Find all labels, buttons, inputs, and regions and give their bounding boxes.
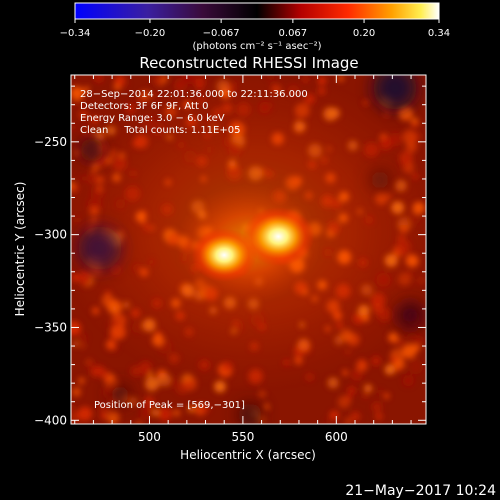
bright-sources: [71, 75, 426, 393]
colorbar-label: (photons cm⁻² s⁻¹ asec⁻²): [192, 41, 321, 52]
colorbar-gradient: [74, 2, 440, 20]
texture-speckle: [144, 377, 159, 392]
texture-speckle: [151, 75, 164, 86]
texture-speckle: [327, 377, 339, 389]
texture-speckle: [412, 343, 421, 352]
texture-speckle: [94, 75, 104, 83]
annotation-clean-counts: Clean Total counts: 1.11E+05: [80, 125, 240, 136]
colorbar-tick-label: −0.20: [135, 28, 166, 39]
texture-speckle: [106, 410, 120, 424]
chart-title: Reconstructed RHESSI Image: [139, 54, 358, 72]
texture-speckle: [78, 377, 85, 385]
y-tick-label: −300: [34, 228, 67, 242]
texture-speckle: [347, 386, 356, 395]
colorbar: −0.34 −0.20 −0.067 0.067 0.20 0.34 (photons c…: [60, 2, 450, 52]
x-tick-label: 500: [138, 430, 161, 444]
texture-speckle: [71, 321, 81, 336]
texture-speckle: [81, 125, 94, 138]
texture-speckle: [71, 404, 75, 411]
texture-speckle: [394, 358, 405, 370]
texture-speckle: [371, 356, 382, 366]
texture-speckle: [362, 392, 369, 399]
texture-speckle: [398, 105, 413, 121]
texture-speckle: [173, 409, 181, 417]
annotation-time-range: 28−Sep−2014 22:01:36.000 to 22:11:36.000: [80, 89, 308, 100]
annotation-peak-position: Position of Peak = [569,−301]: [94, 400, 245, 411]
negative-region: [110, 385, 130, 405]
texture-speckle: [71, 86, 84, 101]
texture-speckle: [350, 368, 363, 381]
texture-speckle: [90, 115, 100, 125]
annotation-detectors: Detectors: 3F 6F 9F, Att 0: [80, 101, 208, 112]
x-tick-label: 550: [231, 430, 254, 444]
texture-speckle: [79, 333, 87, 342]
texture-speckle: [158, 407, 172, 422]
texture-speckle: [384, 364, 396, 375]
y-tick-label: −400: [34, 413, 67, 427]
texture-speckle: [71, 387, 82, 397]
texture-speckle: [383, 393, 390, 399]
texture-speckle: [325, 417, 334, 424]
texture-speckle: [200, 404, 210, 413]
texture-speckle: [374, 412, 383, 421]
colorbar-tick-label: 0.20: [353, 28, 375, 39]
texture-speckle: [130, 365, 142, 377]
colorbar-tick-label: 0.067: [279, 28, 308, 39]
image-area: [70, 74, 427, 425]
texture-speckle: [97, 365, 105, 373]
y-tick-label: −250: [34, 135, 67, 149]
texture-speckle: [143, 396, 155, 407]
colorbar-tick-label: 0.34: [428, 28, 450, 39]
texture-speckle: [371, 401, 383, 413]
texture-speckle: [363, 384, 373, 393]
texture-speckle: [100, 370, 111, 380]
texture-speckle: [337, 395, 351, 409]
plot-frame: [70, 74, 427, 425]
texture-speckle: [71, 410, 82, 423]
source-blob: [242, 206, 315, 267]
x-tick-label: 600: [325, 430, 348, 444]
texture-speckle: [344, 417, 353, 424]
texture-speckle: [152, 408, 160, 417]
colorbar-tick-label: −0.067: [203, 28, 240, 39]
colorbar-ticks: −0.34 −0.20 −0.067 0.067 0.20 0.34: [60, 19, 450, 39]
texture-speckle: [402, 375, 414, 387]
colorbar-tick-label: −0.34: [60, 28, 91, 39]
texture-speckle: [78, 109, 89, 120]
y-axis-title: Heliocentric Y (arcsec): [13, 182, 27, 317]
source-blob: [191, 228, 258, 282]
texture-speckle: [263, 403, 270, 411]
texture-speckle: [377, 389, 383, 395]
texture-speckle: [176, 382, 189, 395]
texture-speckle: [350, 411, 361, 422]
texture-speckle: [145, 404, 152, 411]
texture-speckle: [98, 403, 110, 415]
texture-speckle: [71, 124, 77, 131]
texture-speckle: [406, 332, 418, 345]
texture-speckle: [77, 406, 93, 421]
annotation-energy-range: Energy Range: 3.0 − 6.0 keV: [80, 113, 225, 124]
y-axis: −250 −300 −350 −400: [34, 85, 426, 427]
texture-speckle: [87, 361, 96, 370]
x-axis-title: Heliocentric X (arcsec): [180, 448, 316, 462]
texture-speckle: [187, 405, 195, 413]
negative-region: [373, 75, 417, 110]
texture-speckle: [84, 86, 90, 92]
x-axis: 500 550 600: [74, 75, 412, 444]
texture-speckle: [100, 412, 108, 420]
plot-timestamp: 21−May−2017 10:24: [345, 483, 496, 499]
texture-speckle: [408, 359, 424, 375]
texture-speckle: [136, 420, 142, 424]
texture-speckle: [80, 343, 86, 349]
negative-region: [238, 403, 262, 424]
y-tick-label: −350: [34, 320, 67, 334]
texture-speckle: [258, 390, 266, 398]
texture-speckle: [409, 118, 420, 129]
texture-speckle: [114, 75, 126, 86]
annotation-block: 28−Sep−2014 22:01:36.000 to 22:11:36.000…: [80, 89, 308, 136]
texture-speckle: [337, 75, 345, 82]
